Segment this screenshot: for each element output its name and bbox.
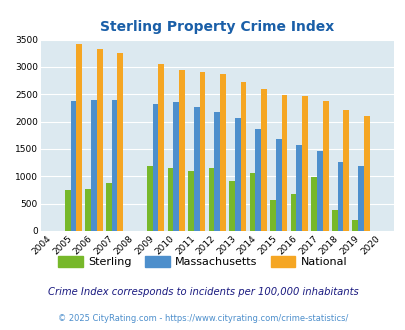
Bar bbox=[158, 64, 164, 231]
Bar bbox=[270, 200, 275, 231]
Bar bbox=[70, 101, 76, 231]
Bar bbox=[234, 118, 240, 231]
Bar bbox=[65, 190, 70, 231]
Bar bbox=[208, 168, 214, 231]
Bar bbox=[147, 166, 152, 231]
Bar bbox=[220, 74, 225, 231]
Bar bbox=[290, 194, 296, 231]
Bar bbox=[188, 171, 193, 231]
Bar bbox=[249, 173, 255, 231]
Bar bbox=[352, 219, 357, 231]
Bar bbox=[255, 129, 260, 231]
Bar bbox=[311, 177, 316, 231]
Title: Sterling Property Crime Index: Sterling Property Crime Index bbox=[100, 20, 333, 34]
Bar bbox=[106, 183, 111, 231]
Bar bbox=[228, 181, 234, 231]
Bar bbox=[167, 168, 173, 231]
Text: © 2025 CityRating.com - https://www.cityrating.com/crime-statistics/: © 2025 CityRating.com - https://www.city… bbox=[58, 314, 347, 323]
Bar bbox=[214, 112, 220, 231]
Bar bbox=[97, 49, 102, 231]
Bar bbox=[199, 72, 205, 231]
Text: Crime Index corresponds to incidents per 100,000 inhabitants: Crime Index corresponds to incidents per… bbox=[47, 287, 358, 297]
Bar bbox=[322, 101, 328, 231]
Bar bbox=[260, 89, 266, 231]
Bar bbox=[152, 104, 158, 231]
Bar bbox=[363, 115, 369, 231]
Bar bbox=[301, 96, 307, 231]
Bar bbox=[173, 102, 179, 231]
Bar bbox=[357, 166, 363, 231]
Bar bbox=[111, 100, 117, 231]
Bar bbox=[76, 44, 82, 231]
Bar bbox=[316, 151, 322, 231]
Bar bbox=[275, 139, 281, 231]
Bar bbox=[179, 70, 184, 231]
Bar bbox=[281, 95, 287, 231]
Bar bbox=[343, 110, 348, 231]
Bar bbox=[296, 145, 301, 231]
Bar bbox=[331, 210, 337, 231]
Bar bbox=[337, 162, 343, 231]
Bar bbox=[85, 189, 91, 231]
Bar bbox=[117, 53, 123, 231]
Bar bbox=[91, 100, 97, 231]
Bar bbox=[193, 107, 199, 231]
Bar bbox=[240, 82, 246, 231]
Legend: Sterling, Massachusetts, National: Sterling, Massachusetts, National bbox=[54, 251, 351, 271]
